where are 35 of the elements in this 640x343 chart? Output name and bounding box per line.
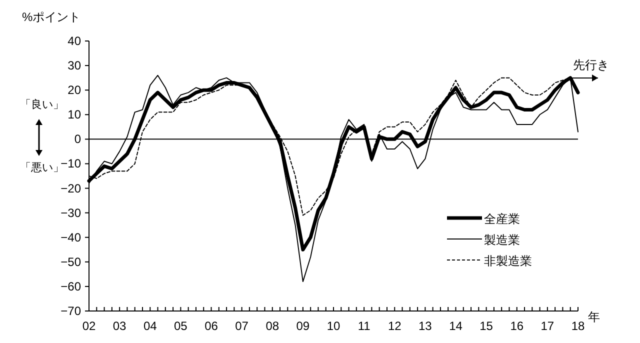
x-tick-label: 15 xyxy=(480,319,493,333)
x-tick-label: 18 xyxy=(571,319,585,333)
y-tick-label: 20 xyxy=(68,83,81,98)
annotation: 先行き xyxy=(573,58,609,72)
x-tick-label: 14 xyxy=(449,319,462,333)
y-tick-label: −40 xyxy=(60,230,81,244)
legend-label: 非製造業 xyxy=(484,254,532,268)
x-tick-label: 05 xyxy=(174,319,188,333)
x-tick-label: 08 xyxy=(266,319,280,333)
x-tick-label: 02 xyxy=(82,319,96,333)
x-tick-label: 12 xyxy=(388,319,402,333)
y-tick-label: −50 xyxy=(60,254,81,269)
y-tick-label: 10 xyxy=(68,108,81,122)
y-tick-label: −20 xyxy=(60,181,81,196)
y-tick-label: −60 xyxy=(60,279,81,294)
x-tick-label: 04 xyxy=(143,319,157,333)
x-tick-label: 10 xyxy=(326,319,340,333)
x-tick-label: 17 xyxy=(540,319,554,333)
y-tick-label: −30 xyxy=(60,206,81,220)
x-tick-label: 11 xyxy=(358,319,370,333)
y-tick-label: 30 xyxy=(68,58,81,73)
x-tick-label: 03 xyxy=(112,319,126,333)
y-tick-label: 40 xyxy=(68,34,81,48)
x-tick-label: 13 xyxy=(418,319,432,333)
y-axis-title: %ポイント xyxy=(22,10,81,24)
x-tick-label: 07 xyxy=(235,319,248,333)
legend-label: 製造業 xyxy=(484,233,520,247)
y-tick-label: 0 xyxy=(74,132,81,146)
legend-label: 全産業 xyxy=(484,212,520,226)
y-tick-label: −70 xyxy=(60,304,81,318)
x-tick-label: 06 xyxy=(204,319,218,333)
x-tick-label: 09 xyxy=(296,319,310,333)
x-axis-title: 年 xyxy=(588,310,600,324)
annotation: 「良い」 xyxy=(20,99,64,111)
x-tick-label: 16 xyxy=(510,319,524,333)
